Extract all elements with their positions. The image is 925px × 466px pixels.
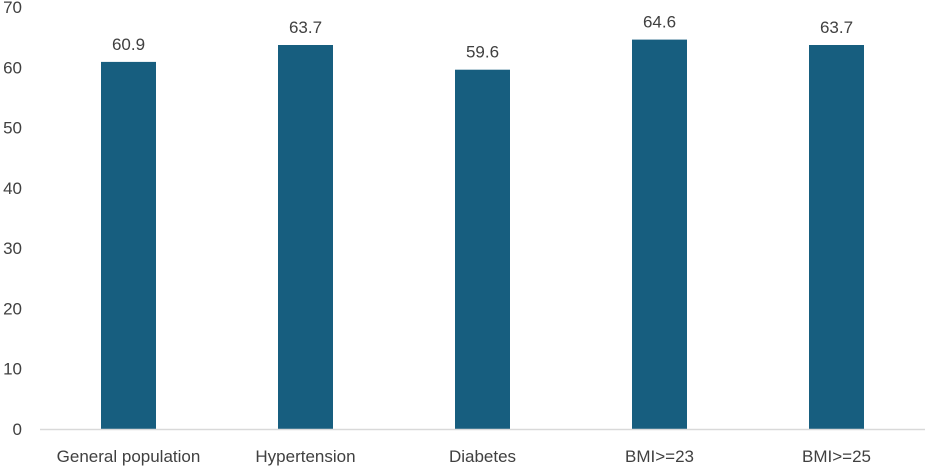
data-labels: 60.9 63.7 59.6 64.6 63.7 (112, 13, 853, 62)
bar-value-label: 63.7 (820, 18, 853, 37)
bar-value-label: 64.6 (643, 13, 676, 32)
bar (632, 39, 687, 429)
x-category-label: BMI>=23 (625, 447, 694, 466)
bar (809, 45, 864, 429)
bar (455, 69, 510, 429)
x-category-label: Hypertension (255, 447, 355, 466)
y-tick-label: 20 (3, 299, 22, 318)
y-tick-label: 40 (3, 179, 22, 198)
y-tick-label: 50 (3, 119, 22, 138)
y-tick-label: 30 (3, 239, 22, 258)
x-category-label: BMI>=25 (802, 447, 871, 466)
y-tick-label: 0 (13, 420, 22, 439)
y-tick-label: 10 (3, 360, 22, 379)
y-tick-label: 60 (3, 58, 22, 77)
x-axis-category-labels: General population Hypertension Diabetes BM… (57, 447, 871, 466)
bar-value-label: 59.6 (466, 43, 499, 62)
bar (278, 45, 333, 429)
x-category-label: Diabetes (449, 447, 516, 466)
y-tick-label: 70 (3, 0, 22, 17)
bar-value-label: 63.7 (289, 18, 322, 37)
y-axis-tick-labels: 0 10 20 30 40 50 60 70 (3, 0, 22, 439)
bar (101, 61, 156, 430)
x-category-label: General population (57, 447, 201, 466)
bar-value-label: 60.9 (112, 35, 145, 54)
bar-series (101, 39, 864, 430)
